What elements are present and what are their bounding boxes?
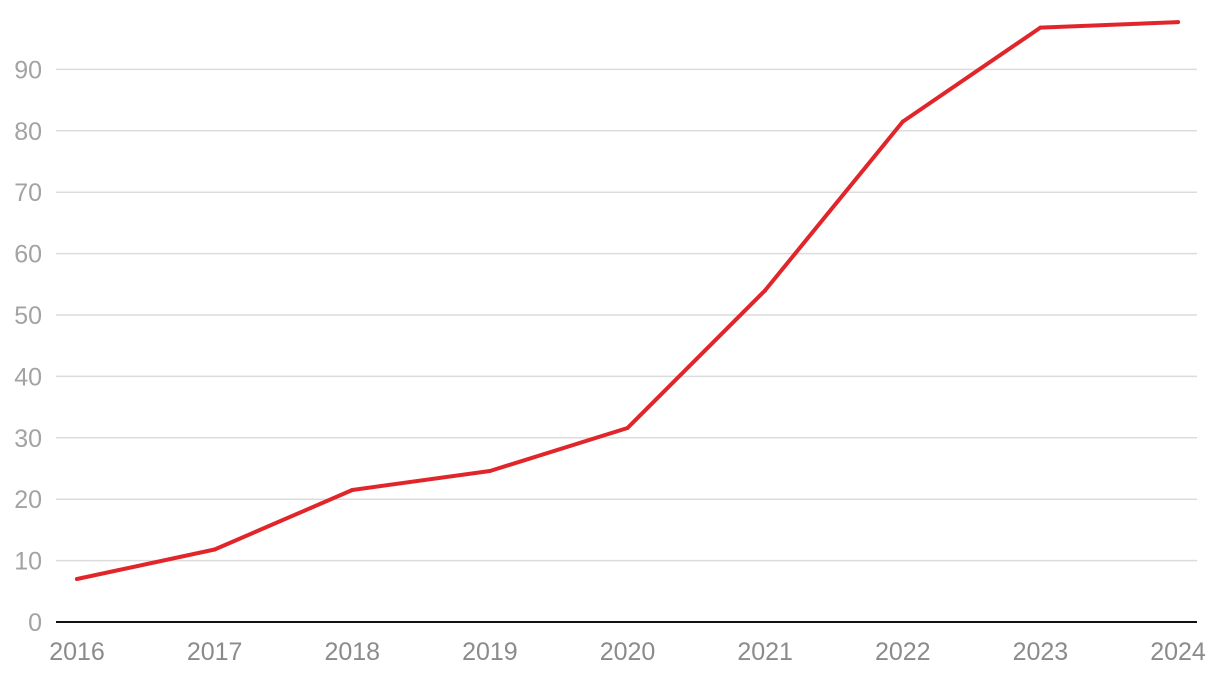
data-point bbox=[1038, 25, 1043, 30]
data-point bbox=[625, 425, 630, 430]
series-line-0 bbox=[75, 20, 1180, 581]
y-tick-label: 0 bbox=[28, 609, 42, 637]
y-tick-label: 50 bbox=[14, 302, 42, 330]
x-tick-label: 2020 bbox=[600, 638, 656, 666]
x-tick-label: 2017 bbox=[187, 638, 243, 666]
data-point bbox=[900, 119, 905, 124]
y-tick-label: 30 bbox=[14, 425, 42, 453]
data-point bbox=[212, 547, 217, 552]
y-tick-label: 10 bbox=[14, 548, 42, 576]
x-tick-label: 2021 bbox=[737, 638, 793, 666]
data-point bbox=[487, 468, 492, 473]
data-point bbox=[75, 577, 79, 582]
data-point bbox=[1176, 20, 1180, 25]
x-tick-label: 2022 bbox=[875, 638, 931, 666]
y-tick-label: 40 bbox=[14, 363, 42, 391]
x-tick-label: 2019 bbox=[462, 638, 518, 666]
y-tick-label: 70 bbox=[14, 179, 42, 207]
y-tick-label: 80 bbox=[14, 118, 42, 146]
data-point bbox=[350, 487, 355, 492]
x-axis-ticks: 2016 2017 2018 2019 2020 2021 2022 2023 2024 bbox=[49, 638, 1206, 666]
x-tick-label: 2016 bbox=[49, 638, 105, 666]
gridlines bbox=[56, 68, 1197, 562]
series-layer bbox=[75, 20, 1180, 582]
x-tick-label: 2024 bbox=[1150, 638, 1206, 666]
x-tick-label: 2018 bbox=[324, 638, 380, 666]
y-tick-label: 90 bbox=[14, 56, 42, 84]
y-tick-label: 20 bbox=[14, 486, 42, 514]
data-point bbox=[763, 288, 768, 293]
x-tick-label: 2023 bbox=[1013, 638, 1069, 666]
y-tick-label: 60 bbox=[14, 241, 42, 269]
y-axis-ticks: 0 10 20 30 40 50 60 70 80 90 bbox=[14, 56, 42, 637]
